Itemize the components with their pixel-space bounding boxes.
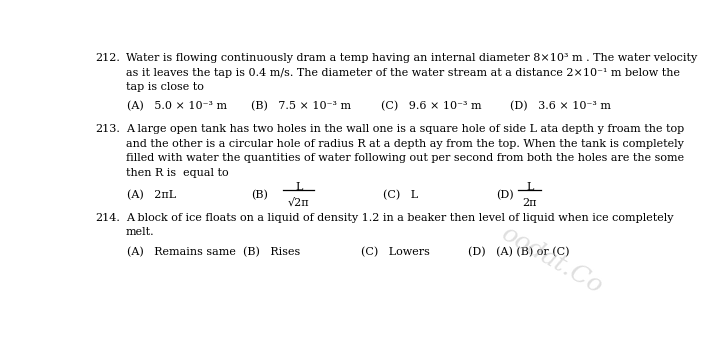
Text: A large open tank has two holes in the wall one is a square hole of side L ata d: A large open tank has two holes in the w… bbox=[126, 124, 684, 134]
Text: 2π: 2π bbox=[523, 197, 537, 208]
Text: (C)   9.6 × 10⁻³ m: (C) 9.6 × 10⁻³ m bbox=[380, 101, 481, 112]
Text: (C)   Lowers: (C) Lowers bbox=[361, 247, 430, 257]
Text: L: L bbox=[295, 182, 303, 192]
Text: tap is close to: tap is close to bbox=[126, 82, 203, 92]
Text: (A)   Remains same: (A) Remains same bbox=[127, 247, 236, 257]
Text: √2π: √2π bbox=[288, 197, 310, 208]
Text: (A)   2πL: (A) 2πL bbox=[127, 190, 176, 200]
Text: and the other is a circular hole of radius R at a depth ay from the top. When th: and the other is a circular hole of radi… bbox=[126, 139, 683, 149]
Text: L: L bbox=[526, 182, 534, 192]
Text: (B)   Rises: (B) Rises bbox=[242, 247, 300, 257]
Text: (B)   7.5 × 10⁻³ m: (B) 7.5 × 10⁻³ m bbox=[251, 101, 351, 112]
Text: oodat.Co: oodat.Co bbox=[497, 222, 607, 298]
Text: then R is  equal to: then R is equal to bbox=[126, 168, 228, 178]
Text: 212.: 212. bbox=[95, 53, 120, 63]
Text: as it leaves the tap is 0.4 m/s. The diameter of the water stream at a distance : as it leaves the tap is 0.4 m/s. The dia… bbox=[126, 68, 680, 78]
Text: A block of ice floats on a liquid of density 1.2 in a beaker then level of liqui: A block of ice floats on a liquid of den… bbox=[126, 213, 673, 223]
Text: filled with water the quantities of water following out per second from both the: filled with water the quantities of wate… bbox=[126, 153, 684, 163]
Text: (D): (D) bbox=[496, 190, 513, 200]
Text: 214.: 214. bbox=[95, 213, 120, 223]
Text: (D)   3.6 × 10⁻³ m: (D) 3.6 × 10⁻³ m bbox=[510, 101, 611, 112]
Text: (D)   (A) (B) or (C): (D) (A) (B) or (C) bbox=[468, 247, 569, 257]
Text: melt.: melt. bbox=[126, 227, 154, 237]
Text: (A)   5.0 × 10⁻³ m: (A) 5.0 × 10⁻³ m bbox=[127, 101, 227, 112]
Text: (C)   L: (C) L bbox=[383, 190, 418, 200]
Text: Water is flowing continuously dram a temp having an internal diameter 8×10³ m . : Water is flowing continuously dram a tem… bbox=[126, 53, 697, 63]
Text: 213.: 213. bbox=[95, 124, 120, 134]
Text: (B): (B) bbox=[251, 190, 268, 200]
